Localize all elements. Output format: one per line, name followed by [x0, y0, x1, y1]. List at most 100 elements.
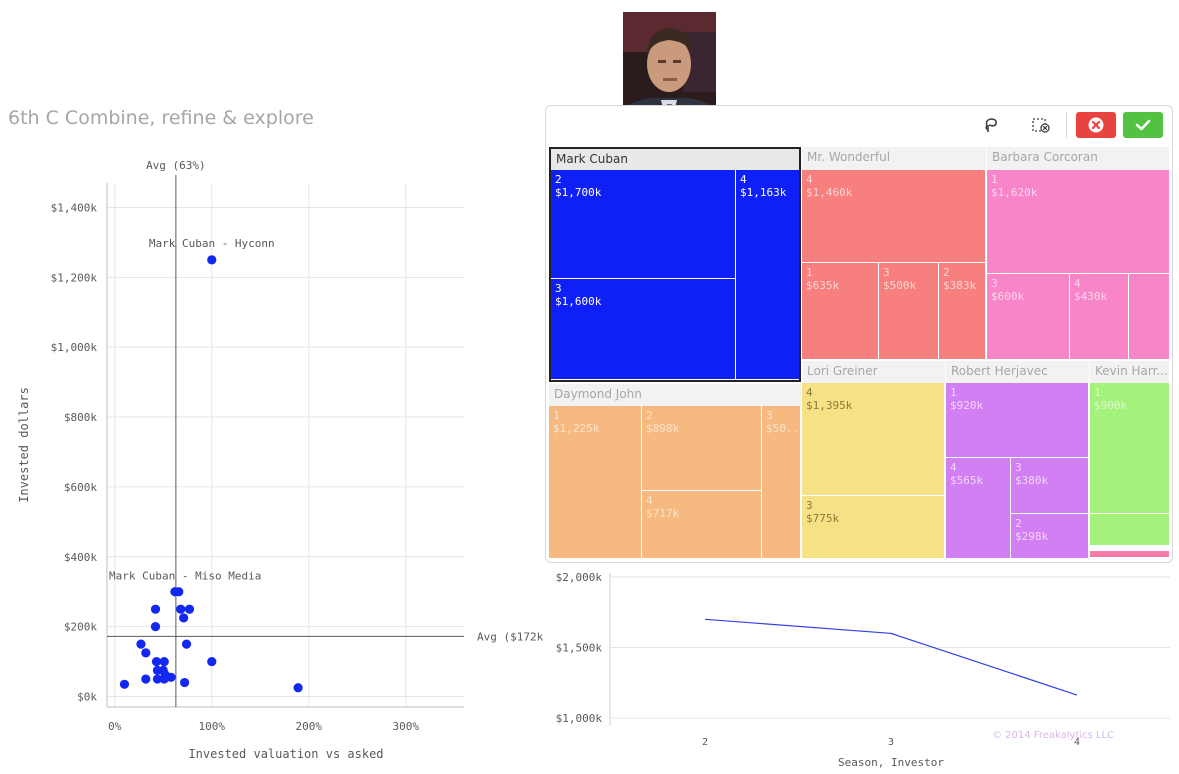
- scatter-point[interactable]: [159, 656, 169, 667]
- cell-value: $1,600k: [555, 295, 602, 308]
- scatter-point[interactable]: [293, 683, 303, 693]
- treemap-cell[interactable]: [1090, 551, 1169, 558]
- treemap-cell[interactable]: 1 $635k: [802, 263, 879, 360]
- x-axis-title: Invested valuation vs asked: [188, 747, 383, 761]
- treemap-cell[interactable]: 4 $1,460k: [802, 170, 986, 263]
- cancel-selection-button[interactable]: [1076, 112, 1116, 138]
- confirm-selection-button[interactable]: [1123, 112, 1163, 138]
- treemap-cell[interactable]: 3 $500k: [879, 263, 939, 360]
- scatter-point[interactable]: [141, 674, 151, 684]
- scatter-point[interactable]: [184, 604, 195, 614]
- cell-label: 3: [1015, 461, 1022, 474]
- cell-value: $380k: [1015, 474, 1049, 487]
- treemap-cell[interactable]: 4 $430k: [1070, 274, 1129, 360]
- cell-label: 2: [943, 266, 950, 279]
- treemap: Mark Cuban 2 $1,700k 3 $1,600k 4 $1,163k Mr…: [549, 147, 1169, 559]
- scatter-point[interactable]: [150, 622, 161, 632]
- treemap-group-header[interactable]: Kevin Harr...: [1090, 361, 1169, 383]
- cell-label: 2: [646, 409, 653, 422]
- y-tick-label: $800k: [64, 411, 97, 424]
- cell-value: $898k: [646, 422, 680, 435]
- x-tick-label: 200%: [296, 720, 323, 733]
- cell-label: 3: [991, 277, 998, 290]
- scatter-point[interactable]: [150, 604, 161, 614]
- treemap-cell[interactable]: 1 $1,620k: [987, 170, 1169, 274]
- copyright-text: © 2014 Freakalytics LLC: [992, 730, 1115, 741]
- y-tick-label: $600k: [64, 481, 97, 494]
- lasso-icon[interactable]: [980, 114, 1002, 136]
- treemap-cell[interactable]: 3 $600k: [987, 274, 1070, 360]
- scatter-point[interactable]: [180, 677, 190, 688]
- treemap-group-header[interactable]: Lori Greiner: [802, 361, 945, 383]
- scatter-point[interactable]: [119, 679, 130, 689]
- cell-label: 3: [806, 499, 813, 512]
- scatter-point[interactable]: [159, 674, 169, 684]
- treemap-cell[interactable]: 4 $1,163k: [736, 170, 799, 380]
- treemap-cell[interactable]: 1 $920k: [946, 383, 1089, 458]
- scatter-chart: $1,400k $1,200k $1,000k $800k $600k $400k $200…: [17, 159, 545, 761]
- scatter-point[interactable]: [176, 604, 186, 614]
- scatter-point[interactable]: [207, 255, 217, 265]
- scatter-point[interactable]: [136, 639, 146, 649]
- y-tick-label: $1,000k: [51, 341, 98, 354]
- cell-value: $1,163k: [740, 186, 787, 199]
- cell-label: 3: [766, 409, 773, 422]
- y-tick-label: $200k: [64, 621, 97, 634]
- cell-value: $900k: [1094, 399, 1128, 412]
- treemap-cell[interactable]: 2 $1,700k: [551, 170, 736, 279]
- scatter-point[interactable]: [179, 613, 189, 623]
- cell-label: 4: [1074, 277, 1081, 290]
- treemap-cell[interactable]: 2 $898k: [642, 406, 762, 491]
- scatter-point[interactable]: [181, 639, 192, 649]
- treemap-cell[interactable]: 3 $380k: [1011, 458, 1089, 514]
- treemap-cell[interactable]: 1 $1,225k: [549, 406, 642, 559]
- scatter-point[interactable]: [151, 656, 162, 667]
- cell-value: $430k: [1074, 290, 1108, 303]
- treemap-cell[interactable]: 4 $717k: [642, 491, 762, 559]
- cell-label: 1: [950, 386, 957, 399]
- cell-label: 4: [646, 494, 653, 507]
- treemap-cell[interactable]: 3 $775k: [802, 496, 945, 559]
- cell-value: $635k: [806, 279, 840, 292]
- cell-label: 3: [555, 282, 562, 295]
- cell-value: $717k: [646, 507, 680, 520]
- cell-label: 1: [553, 409, 560, 422]
- line-chart: $2,000k $1,500k $1,000k 2 3 4 Season, Invest…: [556, 571, 1170, 769]
- treemap-group-header[interactable]: Robert Herjavec: [946, 361, 1089, 383]
- treemap-cell[interactable]: [1090, 514, 1169, 546]
- treemap-cell[interactable]: 3 $1,600k: [551, 279, 736, 380]
- avg-x-label: Avg (63%): [146, 159, 206, 172]
- treemap-cell[interactable]: 2 $298k: [1011, 514, 1089, 559]
- avg-y-label: Avg ($172k): [477, 630, 545, 643]
- treemap-cell[interactable]: 4 $565k: [946, 458, 1011, 559]
- scatter-point[interactable]: [141, 648, 151, 658]
- treemap-cell[interactable]: 1 $900k: [1090, 383, 1169, 514]
- scatter-point[interactable]: [174, 587, 184, 597]
- treemap-group-header[interactable]: Daymond John: [549, 384, 801, 406]
- y-tick-label: $1,400k: [51, 201, 98, 214]
- treemap-cell[interactable]: 2 $383k: [939, 263, 986, 360]
- treemap-group-mark-cuban[interactable]: 2 $1,700k 3 $1,600k 4 $1,163k: [549, 170, 801, 382]
- cell-value: $298k: [1015, 530, 1049, 543]
- treemap-group-header[interactable]: Mark Cuban: [549, 147, 801, 170]
- treemap-cell[interactable]: [1129, 274, 1169, 360]
- cell-value: $1,620k: [991, 186, 1038, 199]
- treemap-cell[interactable]: 4 $1,395k: [802, 383, 945, 496]
- annotation-hyconn: Mark Cuban - Hyconn: [149, 237, 275, 250]
- treemap-group-header[interactable]: Barbara Corcoran: [987, 147, 1169, 170]
- cell-value: $600k: [991, 290, 1025, 303]
- cell-value: $50...: [766, 422, 800, 435]
- treemap-group-header[interactable]: Mr. Wonderful: [802, 147, 986, 170]
- cell-value: $920k: [950, 399, 984, 412]
- clear-selection-icon[interactable]: [1030, 114, 1052, 136]
- cell-label: 4: [950, 461, 957, 474]
- cell-value: $565k: [950, 474, 984, 487]
- annotation-miso-media: Mark Cuban - Miso Media: [109, 570, 261, 583]
- scatter-point[interactable]: [207, 656, 217, 667]
- cell-label: 4: [740, 173, 747, 186]
- x-tick-label: 3: [888, 737, 894, 748]
- y-axis-title: Invested dollars: [17, 387, 31, 503]
- treemap-cell[interactable]: 3$50...: [762, 406, 801, 559]
- scatter-point[interactable]: [152, 674, 163, 684]
- cell-value: $1,700k: [555, 186, 602, 199]
